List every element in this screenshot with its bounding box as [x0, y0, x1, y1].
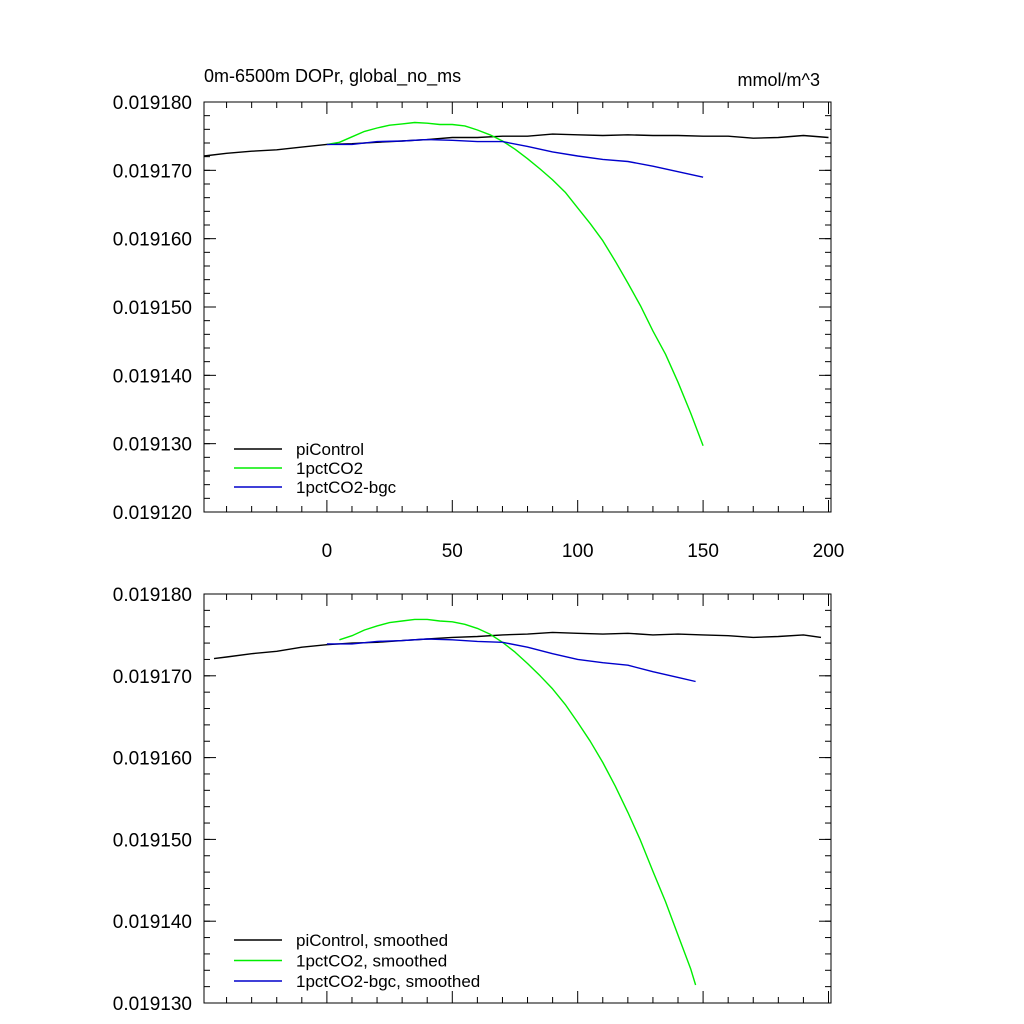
x-tick-label: 150 [687, 541, 719, 562]
units-label: mmol/m^3 [738, 70, 820, 90]
panel-bottom: 0.019130 0.019140 0.019150 0.019160 0.019170… [113, 585, 832, 1015]
series-line [339, 618, 697, 986]
legend-label: 1pctCO2, smoothed [296, 952, 447, 971]
series-line [213, 631, 822, 660]
plot-frame-top [203, 101, 832, 513]
chart-title: 0m-6500m DOPr, global_no_ms [204, 66, 461, 87]
series-group-bottom [213, 618, 822, 986]
legend-label: 1pctCO2-bgc, smoothed [296, 972, 480, 991]
y-tick-label: 0.019160 [113, 749, 192, 770]
series-line [203, 133, 829, 157]
panel-top: 0m-6500m DOPr, global_no_ms mmol/m^3 0.0… [113, 66, 845, 562]
y-tick-label: 0.019170 [113, 161, 192, 182]
legend-bottom: piControl, smoothed 1pctCO2, smoothed1pct… [234, 931, 480, 991]
legend-label: piControl [296, 440, 364, 459]
y-tick-label: 0.019130 [113, 435, 192, 456]
y-tick-label: 0.019170 [113, 667, 192, 688]
y-tick-label: 0.019140 [113, 912, 192, 933]
y-tick-label: 0.019140 [113, 366, 192, 387]
legend-label: 1pctCO2-bgc [296, 478, 397, 497]
y-tick-label: 0.019180 [113, 585, 192, 606]
legend-label: 1pctCO2 [296, 459, 363, 478]
y-tick-label: 0.019160 [113, 230, 192, 251]
ticks-top: 0.019120 0.019130 0.019140 0.019150 0.019160… [113, 93, 845, 562]
legend-label: piControl, smoothed [296, 931, 448, 950]
plot-frame-bottom [203, 593, 832, 1004]
y-tick-label: 0.019150 [113, 830, 192, 851]
y-tick-label: 0.019130 [113, 994, 192, 1015]
y-tick-label: 0.019120 [113, 503, 192, 524]
x-tick-label: 50 [442, 541, 463, 562]
series-line [326, 121, 704, 446]
ticks-bottom: 0.019130 0.019140 0.019150 0.019160 0.019170… [113, 585, 831, 1015]
x-tick-label: 100 [562, 541, 594, 562]
x-tick-label: 0 [322, 541, 333, 562]
series-line [326, 138, 704, 178]
x-tick-label: 200 [813, 541, 845, 562]
series-line [326, 638, 696, 683]
series-group-top [203, 121, 829, 446]
y-tick-label: 0.019150 [113, 298, 192, 319]
y-tick-label: 0.019180 [113, 93, 192, 114]
